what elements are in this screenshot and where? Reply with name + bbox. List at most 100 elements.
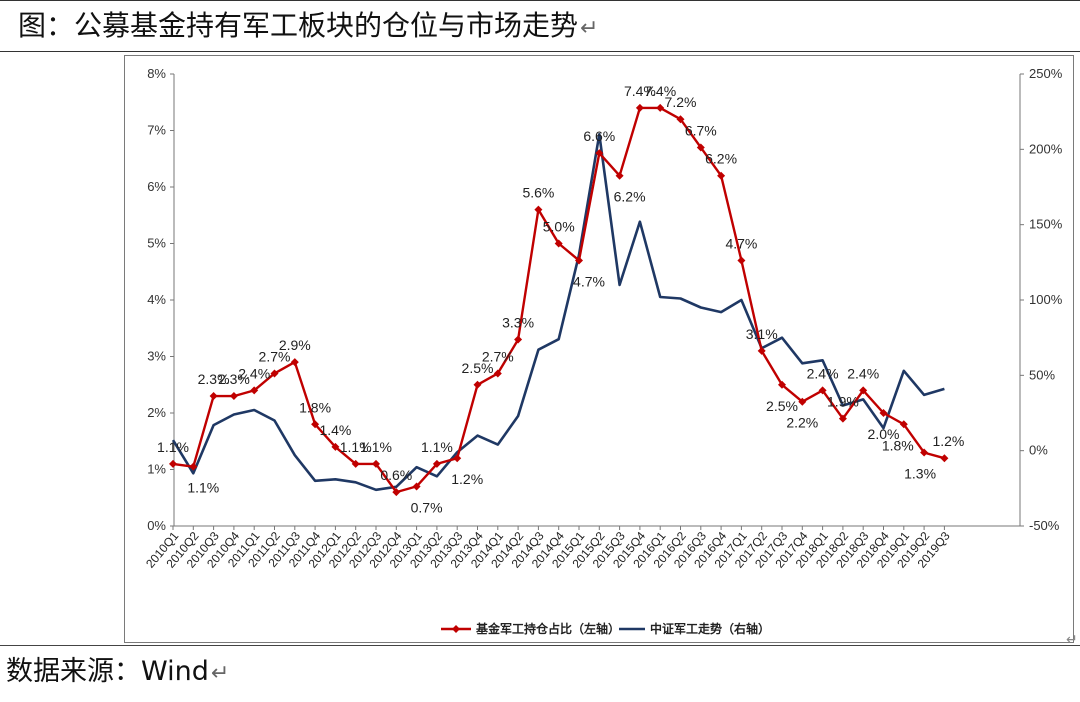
fund-holding-point [696, 143, 705, 152]
left-tick-label: 1% [147, 462, 166, 477]
right-tick-label: 200% [1029, 141, 1063, 156]
data-label: 2.3% [198, 371, 230, 387]
fund-holding-point [615, 171, 624, 180]
fund-holding-point [554, 239, 563, 248]
data-label: 2.3% [218, 371, 250, 387]
fund-holding-point [311, 420, 320, 429]
right-tick-label: 250% [1029, 66, 1063, 81]
left-tick-label: 6% [147, 179, 166, 194]
fund-holding-point [778, 380, 786, 389]
fund-holding-point [940, 454, 949, 463]
page-title-text: 图：公募基金持有军工板块的仓位与市场走势 [18, 9, 579, 42]
data-label: 2.5% [462, 360, 494, 376]
fund-holding-point [189, 462, 198, 471]
fund-holding-point [229, 392, 238, 401]
fund-holding-point [717, 171, 726, 180]
chart-frame: 0% 1% 2% 3% 4% 5% 6% 7% 8% -50% 0% 50% 100% 150% 200% 2… [124, 55, 1074, 643]
data-label: 1.9% [827, 394, 859, 410]
fund-holding-point [412, 482, 421, 491]
fund-holding-point [798, 397, 807, 406]
data-label: 6.7% [685, 122, 717, 138]
fund-holding-point [575, 256, 583, 265]
series-line-fund-holding [172, 106, 945, 494]
data-label: 1.1% [157, 439, 189, 455]
fund-holding-point [372, 459, 380, 468]
data-label: 2.5% [766, 398, 798, 414]
data-label: 1.4% [319, 422, 351, 438]
left-tick-label: 7% [147, 123, 166, 138]
fund-holding-point [169, 459, 177, 468]
right-tick-label: 0% [1029, 443, 1048, 458]
data-label: 3.1% [746, 326, 778, 342]
fund-holding-point [290, 358, 299, 367]
data-label: 2.0% [868, 426, 900, 442]
data-label: 1.8% [882, 437, 914, 453]
right-tick-label: 100% [1029, 292, 1063, 307]
data-label: 1.1% [421, 439, 453, 455]
fund-holding-point [351, 459, 360, 468]
right-tick-label: 150% [1029, 217, 1063, 232]
data-label: 1.1% [340, 439, 372, 455]
legend-label-csi-military: 中证军工走势（右轴） [650, 621, 770, 636]
fund-holding-point [331, 442, 340, 451]
fund-holding-point [757, 346, 766, 355]
fund-holding-point [392, 488, 401, 497]
fund-holding-point [899, 420, 908, 429]
data-label: 7.4% [624, 83, 656, 99]
data-label: 6.2% [705, 151, 737, 167]
data-label: 1.2% [451, 471, 483, 487]
data-label: 3.3% [502, 315, 534, 331]
fund-holding-point [656, 103, 665, 112]
fund-holding-point [859, 386, 868, 395]
left-tick-label: 5% [147, 236, 166, 251]
fund-holding-point [209, 392, 218, 401]
data-label: 2.4% [807, 365, 839, 381]
data-label: 0.6% [380, 467, 412, 483]
right-tick-label: -50% [1029, 518, 1060, 533]
fund-holding-point [737, 256, 746, 265]
page-title: 图：公募基金持有军工板块的仓位与市场走势↵ [18, 9, 598, 46]
fund-holding-point [920, 448, 929, 457]
fund-holding-point [838, 414, 847, 423]
data-label: 5.6% [522, 185, 554, 201]
source-text: 数据来源：Wind [6, 656, 209, 687]
data-label: 1.8% [299, 399, 331, 415]
left-tick-label: 4% [147, 292, 166, 307]
paragraph-mark-icon: ↵ [580, 16, 599, 41]
chart: 0% 1% 2% 3% 4% 5% 6% 7% 8% -50% 0% 50% 100% 150% 200% 2… [143, 66, 1063, 636]
fund-holding-point [818, 386, 827, 395]
data-label: 2.4% [238, 365, 270, 381]
data-label: 2.7% [259, 348, 291, 364]
legend-label-fund-holding: 基金军工持仓占比（左轴） [475, 621, 620, 636]
data-label: 2.7% [482, 348, 514, 364]
data-label: 1.1% [360, 439, 392, 455]
data-label: 4.7% [573, 273, 605, 289]
bottom-divider [0, 645, 1080, 646]
fund-holding-point [514, 335, 523, 344]
fund-holding-point [635, 103, 644, 112]
left-tick-label: 8% [147, 66, 166, 81]
fund-holding-point [473, 380, 482, 389]
data-label: 0.7% [411, 499, 443, 515]
data-label: 1.2% [932, 433, 964, 449]
data-label: 2.9% [279, 337, 311, 353]
data-label: 1.3% [904, 466, 936, 482]
fund-holding-point [270, 369, 279, 378]
legend-marker-fund-holding [452, 625, 460, 633]
data-label: 4.7% [725, 235, 757, 251]
left-tick-label: 3% [147, 349, 166, 364]
data-label: 7.4% [644, 83, 676, 99]
series-line-csi-military [171, 133, 945, 492]
fund-holding-point [534, 205, 543, 214]
data-label: 2.2% [786, 415, 818, 431]
fund-holding-point [879, 409, 888, 417]
fund-holding-point [453, 454, 462, 463]
fund-holding-point [493, 369, 502, 378]
left-tick-label: 2% [147, 405, 166, 420]
source-note: 数据来源：Wind↵ [6, 652, 229, 694]
data-label: 7.2% [665, 94, 697, 110]
fund-holding-point [595, 149, 604, 158]
paragraph-mark-icon: ↵ [210, 661, 230, 686]
right-tick-label: 50% [1029, 367, 1055, 382]
data-label: 6.6% [583, 128, 615, 144]
